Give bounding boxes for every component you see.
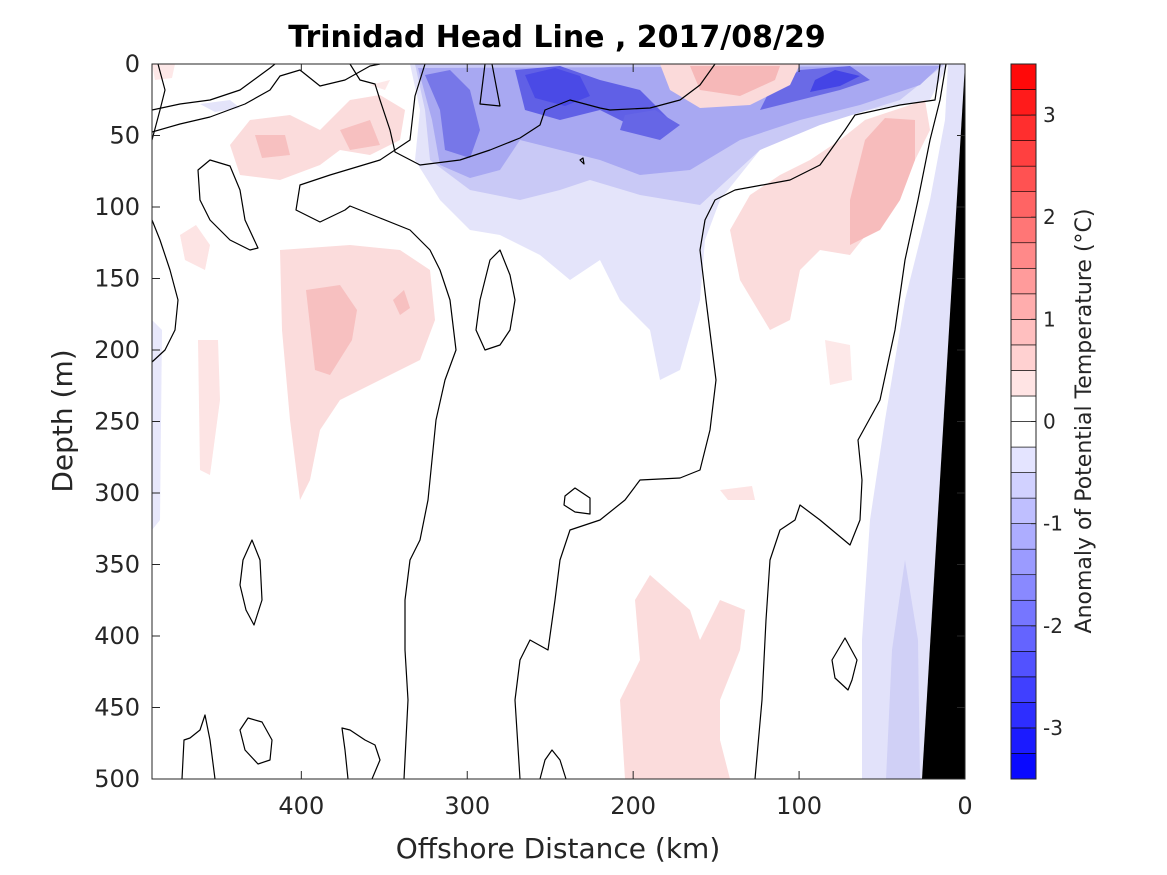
y-tick-label: 300	[94, 479, 140, 507]
x-tick-label: 100	[776, 792, 822, 820]
warm-patch-far-left	[180, 225, 210, 270]
warm-patch-mid-left-core	[306, 285, 357, 375]
colorbar-band	[1010, 319, 1037, 346]
colorbar-band	[1010, 140, 1037, 167]
y-tick-label: 450	[94, 694, 140, 722]
colorbar-tick-label: 2	[1043, 205, 1056, 229]
colorbar-band	[1010, 114, 1037, 141]
colorbar-band	[1010, 165, 1037, 192]
y-tick-label: 200	[94, 336, 140, 364]
y-tick-label: 150	[94, 265, 140, 293]
cool-band-slope-inner	[886, 560, 920, 779]
colorbar-band	[1010, 242, 1037, 269]
colorbar-band	[1010, 599, 1037, 627]
warm-patch-left-column	[198, 340, 220, 475]
colorbar-tick-label: 0	[1043, 410, 1056, 434]
colorbar-tick-label: 3	[1043, 103, 1056, 127]
warm-patch-slope-core	[850, 118, 915, 245]
colorbar-band	[1010, 574, 1037, 601]
zero-contours	[152, 64, 947, 779]
colorbar-band	[1010, 753, 1037, 780]
warm-patch-upper-left-core	[255, 120, 380, 158]
colorbar-band	[1010, 651, 1037, 678]
x-tick-label: 400	[278, 792, 324, 820]
y-tick-label: 250	[94, 408, 140, 436]
cool-band-left-edge	[152, 320, 162, 530]
colorbar-tick-label: -1	[1043, 512, 1063, 536]
x-tick-label: 200	[610, 792, 656, 820]
y-tick-label: 50	[109, 122, 140, 150]
warm-patch-small-a	[393, 290, 410, 315]
colorbar-band	[1010, 497, 1037, 524]
cold-core-a	[425, 70, 480, 158]
plot-area	[152, 64, 965, 779]
warm-patch-top-right-core	[690, 66, 780, 96]
cold-core-e	[810, 70, 860, 92]
warm-patch-upper-left	[230, 95, 405, 180]
colorbar-band	[1010, 344, 1037, 371]
cold-core-f	[620, 110, 680, 140]
colorbar-band	[1010, 267, 1037, 295]
colorbar-band	[1010, 676, 1037, 703]
colorbar-band	[1010, 89, 1037, 116]
y-tick-label: 100	[94, 193, 140, 221]
colorbar-band	[1010, 625, 1037, 652]
colorbar-band	[1010, 446, 1037, 473]
colorbar-band	[1010, 421, 1037, 448]
x-tick-label: 300	[444, 792, 490, 820]
warm-patch-lower	[620, 575, 745, 779]
y-axis-label: Depth (m)	[46, 349, 79, 492]
colorbar-label: Anomaly of Potential Temperature (°C)	[1072, 209, 1097, 634]
colorbar-band	[1010, 191, 1037, 218]
y-axis: 0 50 100 150 200 250 300 350 400 450 500	[94, 50, 965, 793]
colorbar-band	[1010, 523, 1037, 550]
x-axis-label: Offshore Distance (km)	[396, 832, 721, 865]
x-axis: 400 300 200 100 0	[278, 64, 973, 820]
y-tick-label: 500	[94, 765, 140, 793]
cold-core-c	[525, 68, 590, 106]
bathymetry	[922, 64, 965, 779]
x-tick-label: 0	[957, 792, 972, 820]
warm-patch-lower-right	[825, 340, 852, 385]
chart-title: Trinidad Head Line , 2017/08/29	[288, 20, 825, 55]
colorbar-band	[1010, 702, 1037, 729]
colorbar-band	[1010, 370, 1037, 397]
y-tick-label: 0	[125, 50, 140, 78]
colorbar-band	[1010, 548, 1037, 576]
cool-band-slope	[862, 64, 965, 779]
colorbar: 3 2 1 0 -1 -2 -3	[1010, 63, 1063, 780]
colorbar-tick-label: -2	[1043, 614, 1063, 638]
y-tick-label: 400	[94, 622, 140, 650]
colorbar-tick-label: 1	[1043, 307, 1056, 331]
colorbar-tick-label: -3	[1043, 716, 1063, 740]
y-tick-label: 350	[94, 551, 140, 579]
colorbar-band	[1010, 293, 1037, 320]
colorbar-band	[1010, 216, 1037, 244]
colorbar-band	[1010, 727, 1037, 754]
colorbar-band	[1010, 472, 1037, 499]
colorbar-band	[1010, 395, 1037, 422]
warm-patch-lower-b	[720, 486, 755, 500]
colorbar-band	[1010, 63, 1037, 90]
